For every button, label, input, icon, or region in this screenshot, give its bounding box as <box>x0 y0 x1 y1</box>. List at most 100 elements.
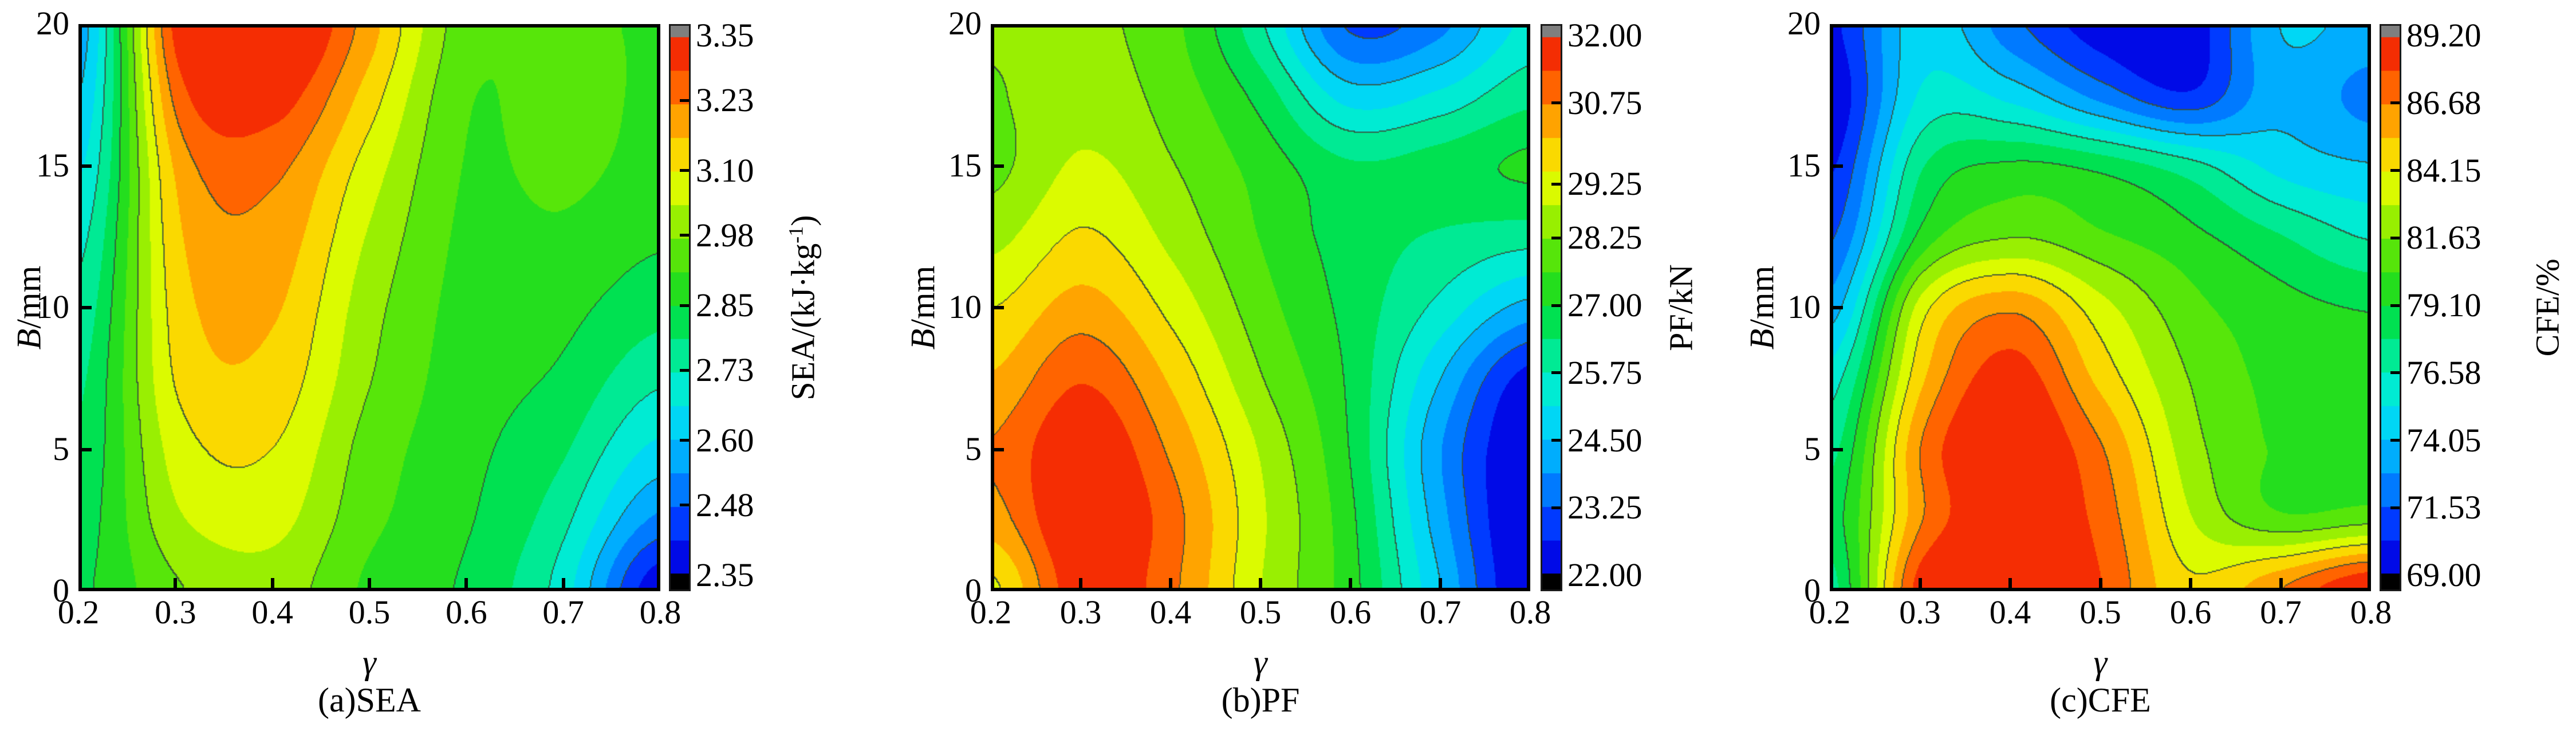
colorbar-tick-label: 25.75 <box>1567 353 1643 391</box>
x-tick-mark <box>1918 578 1922 588</box>
colorbar-tick-label: 30.75 <box>1567 84 1643 121</box>
x-tick-label: 0.7 <box>1419 593 1462 631</box>
colorbar-tick-mark <box>680 439 689 442</box>
x-axis-title-pf: γ <box>1254 643 1267 681</box>
y-tick-mark <box>1833 306 1843 309</box>
colorbar-tick-mark <box>2390 506 2400 509</box>
x-tick-label: 0.3 <box>1899 593 1941 631</box>
colorbar-tick-mark <box>2390 304 2400 307</box>
colorbar-tick-mark <box>2390 101 2400 105</box>
x-tick-mark <box>2008 578 2012 588</box>
y-tick-label: 0 <box>1804 571 1821 609</box>
x-tick-label: 0.7 <box>2260 593 2302 631</box>
y-tick-label: 5 <box>965 430 982 467</box>
colorbar-tick-label: 23.25 <box>1567 489 1643 526</box>
y-tick-label: 15 <box>1787 146 1821 184</box>
y-tick-label: 20 <box>1787 4 1821 42</box>
colorbar-tick-label: 84.15 <box>2406 151 2482 189</box>
colorbar-tick-label: 79.10 <box>2406 286 2482 324</box>
x-tick-label: 0.3 <box>155 593 196 631</box>
colorbar-tick-label: 3.10 <box>696 151 754 189</box>
x-tick-mark <box>1439 578 1442 588</box>
x-tick-label: 0.6 <box>446 593 487 631</box>
x-tick-mark <box>368 578 371 588</box>
contour-field-sea <box>82 27 657 588</box>
colorbar-tick-label: 71.53 <box>2406 489 2482 526</box>
colorbar-tick-mark <box>2390 236 2400 239</box>
colorbar-tick-label: 2.85 <box>696 286 754 324</box>
x-tick-label: 0.3 <box>1059 593 1102 631</box>
caption-sea: (a)SEA <box>318 681 421 719</box>
colorbar-pf <box>1541 24 1562 591</box>
colorbar-tick-label: 2.48 <box>696 486 754 524</box>
x-tick-label: 0.8 <box>2350 593 2392 631</box>
x-tick-mark <box>1349 578 1352 588</box>
caption-pf: (b)PF <box>1221 681 1300 719</box>
colorbar-tick-mark <box>2390 439 2400 442</box>
x-axis-title-cfe: γ <box>2093 643 2108 681</box>
x-tick-label: 0.2 <box>57 593 100 631</box>
colorbar-tick-mark <box>680 234 689 237</box>
y-tick-label: 10 <box>36 288 69 325</box>
y-tick-mark <box>994 447 1004 451</box>
colorbar-tick-mark <box>2390 371 2400 375</box>
y-tick-label: 5 <box>1804 430 1821 467</box>
x-tick-mark <box>2279 578 2283 588</box>
y-tick-mark <box>82 306 92 309</box>
colorbar-tick-label: 3.23 <box>696 81 754 119</box>
colorbar-tick-label: 22.00 <box>1567 556 1643 593</box>
colorbar-cfe <box>2380 24 2401 591</box>
colorbar-tick-label: 27.00 <box>1567 286 1643 324</box>
colorbar-tick-label: 89.20 <box>2406 17 2482 54</box>
x-tick-label: 0.2 <box>1809 593 1851 631</box>
y-tick-label: 15 <box>948 146 982 184</box>
x-tick-mark <box>1259 578 1262 588</box>
colorbar-tick-label: 29.25 <box>1567 165 1643 203</box>
x-tick-label: 0.5 <box>2079 593 2121 631</box>
x-tick-mark <box>270 578 274 588</box>
x-tick-mark <box>561 578 565 588</box>
colorbar-tick-mark <box>1551 236 1561 239</box>
colorbar-tick-mark <box>2390 169 2400 172</box>
colorbar-tick-label: 74.05 <box>2406 421 2482 459</box>
y-tick-label: 0 <box>53 571 69 609</box>
x-tick-mark <box>1169 578 1172 588</box>
plot-area-pf <box>991 24 1530 591</box>
colorbar-tick-label: 2.98 <box>696 216 754 254</box>
y-tick-label: 15 <box>36 146 69 184</box>
contour-field-cfe <box>1833 27 2368 588</box>
colorbar-tick-label: 69.00 <box>2406 556 2482 593</box>
x-tick-label: 0.4 <box>251 593 293 631</box>
x-tick-mark <box>1079 578 1082 588</box>
colorbar-tick-label: 3.35 <box>696 17 754 54</box>
y-tick-label: 20 <box>948 4 982 42</box>
x-tick-label: 0.5 <box>1239 593 1282 631</box>
colorbar-tick-mark <box>680 368 689 372</box>
colorbar-tick-mark <box>680 504 689 507</box>
contour-field-pf <box>994 27 1527 588</box>
caption-cfe: (c)CFE <box>2050 681 2151 719</box>
y-tick-label: 5 <box>53 430 69 467</box>
colorbar-gradient-pf <box>1542 26 1561 589</box>
colorbar-tick-mark <box>1551 182 1561 186</box>
x-tick-label: 0.7 <box>542 593 584 631</box>
colorbar-title-cfe: CFE/% <box>2528 258 2566 357</box>
colorbar-tick-mark <box>680 169 689 172</box>
colorbar-tick-label: 32.00 <box>1567 17 1643 54</box>
plot-area-sea <box>78 24 660 591</box>
colorbar-tick-mark <box>1551 371 1561 375</box>
x-tick-label: 0.4 <box>1149 593 1192 631</box>
x-axis-title-sea: γ <box>363 643 376 681</box>
y-tick-mark <box>82 447 92 451</box>
x-tick-label: 0.6 <box>1329 593 1372 631</box>
plot-area-cfe <box>1830 24 2371 591</box>
x-tick-label: 0.6 <box>2169 593 2212 631</box>
y-tick-label: 10 <box>948 288 982 325</box>
colorbar-tick-mark <box>1551 506 1561 509</box>
colorbar-tick-label: 28.25 <box>1567 219 1643 257</box>
colorbar-tick-mark <box>1551 439 1561 442</box>
